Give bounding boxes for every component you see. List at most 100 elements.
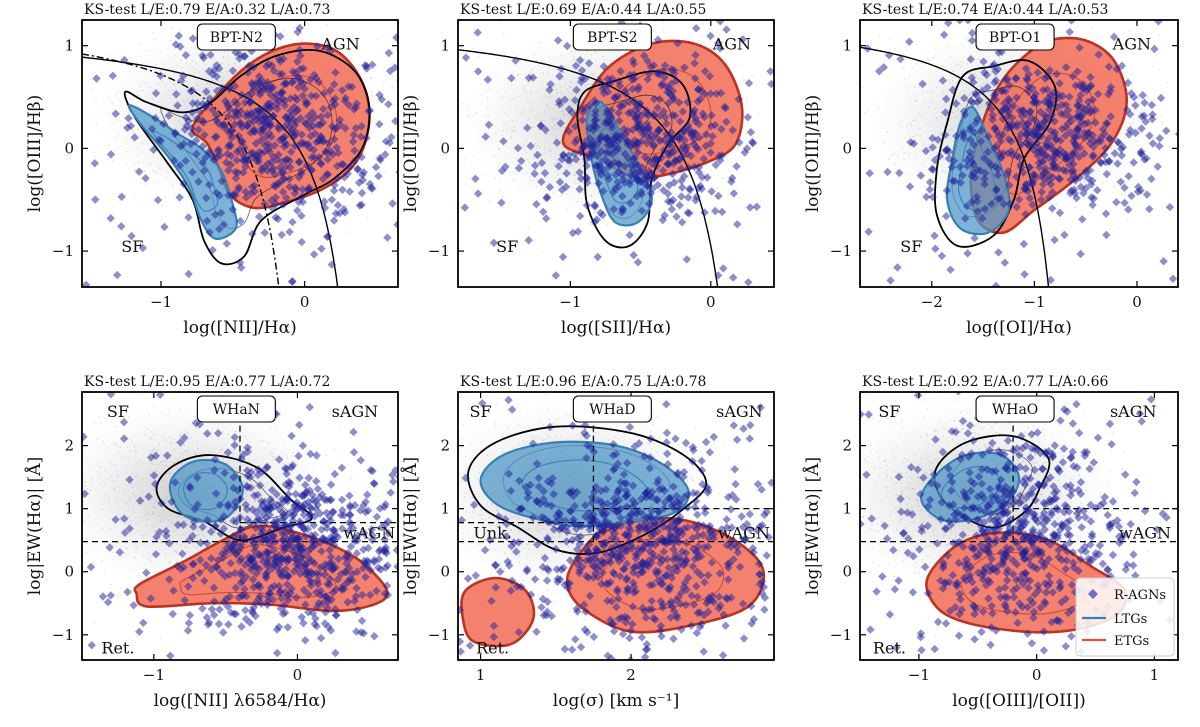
ragn-point	[358, 175, 367, 185]
ragn-point	[963, 156, 972, 165]
background-point	[180, 29, 182, 32]
background-point	[75, 542, 76, 543]
ragn-point	[637, 137, 646, 146]
background-point	[346, 231, 348, 233]
ragn-point	[1104, 62, 1114, 71]
ragn-point	[693, 97, 702, 106]
background-point	[100, 483, 103, 485]
ragn-point	[1068, 72, 1078, 81]
background-point	[437, 165, 438, 166]
ragn-point	[276, 32, 285, 41]
ragn-point	[329, 186, 339, 195]
ragn-point	[1145, 204, 1154, 214]
ragn-point	[332, 124, 341, 133]
ragn-point	[297, 192, 306, 202]
background-point	[95, 122, 98, 125]
ragn-point	[302, 161, 312, 170]
ragn-point	[1048, 173, 1058, 182]
background-point	[927, 157, 930, 159]
ragn-point	[198, 116, 207, 125]
background-point	[560, 86, 562, 88]
background-point	[241, 476, 243, 478]
background-point	[146, 61, 148, 63]
background-point	[101, 508, 104, 510]
background-point	[134, 497, 137, 499]
background-point	[989, 69, 991, 72]
background-point	[935, 117, 937, 120]
background-point	[839, 127, 840, 128]
background-point	[914, 86, 916, 88]
background-point	[455, 196, 456, 197]
ragn-point	[175, 193, 184, 202]
background-point	[197, 89, 199, 91]
ragn-point	[727, 177, 736, 186]
background-point	[752, 76, 755, 78]
ragn-point	[552, 138, 562, 147]
background-point	[157, 165, 159, 167]
background-point	[158, 472, 161, 475]
ragn-point	[333, 201, 343, 210]
background-point	[891, 154, 893, 156]
background-point	[186, 462, 188, 464]
ragn-point	[1011, 74, 1021, 83]
ragn-point	[179, 179, 188, 189]
background-point	[153, 405, 155, 407]
ragn-point	[273, 122, 283, 131]
ragn-point	[697, 172, 707, 182]
background-point	[427, 199, 428, 200]
background-point	[513, 126, 515, 129]
ragn-point	[728, 173, 737, 183]
background-point	[191, 60, 194, 62]
ragn-point	[1085, 139, 1095, 148]
ragn-point	[1046, 180, 1055, 189]
ragn-point	[242, 193, 251, 202]
background-point	[956, 63, 958, 65]
background-point	[961, 61, 963, 63]
background-point	[506, 115, 508, 117]
background-point	[518, 96, 520, 98]
ragn-point	[1091, 118, 1100, 127]
background-point	[292, 451, 294, 454]
ragn-point	[995, 149, 1004, 158]
background-point	[174, 54, 176, 57]
ragn-point	[955, 162, 965, 171]
ragn-point	[1028, 200, 1037, 209]
background-point	[936, 152, 938, 154]
ragn-point	[594, 179, 603, 188]
ragn-point	[1077, 117, 1086, 127]
background-point	[570, 164, 573, 166]
background-point	[184, 519, 186, 522]
background-point	[72, 132, 73, 133]
ragn-point	[181, 51, 191, 60]
ragn-point	[545, 85, 554, 95]
ragn-point	[560, 95, 569, 104]
background-point	[202, 535, 205, 537]
background-point	[134, 475, 136, 478]
background-point	[549, 150, 551, 153]
ragn-point	[1046, 90, 1055, 100]
background-point	[239, 64, 241, 66]
background-point	[942, 90, 944, 92]
ragn-point	[362, 133, 371, 143]
background-point	[125, 103, 128, 106]
ragn-point	[282, 193, 291, 203]
ragn-point	[585, 134, 594, 143]
background-point	[267, 234, 269, 236]
background-point	[127, 416, 130, 418]
background-point	[923, 186, 925, 188]
background-point	[145, 519, 147, 521]
ragn-point	[1076, 182, 1086, 192]
background-point	[906, 173, 908, 175]
ragn-point	[391, 116, 398, 126]
ragn-point	[735, 138, 744, 147]
ragn-point	[1122, 105, 1132, 115]
ragn-point	[1101, 143, 1110, 153]
ragn-point	[655, 111, 665, 121]
background-point	[487, 114, 490, 117]
ragn-point	[1036, 107, 1045, 117]
background-point	[136, 462, 138, 464]
background-point	[583, 85, 586, 87]
background-point	[152, 170, 154, 172]
background-point	[155, 464, 157, 466]
ragn-point	[719, 264, 728, 273]
